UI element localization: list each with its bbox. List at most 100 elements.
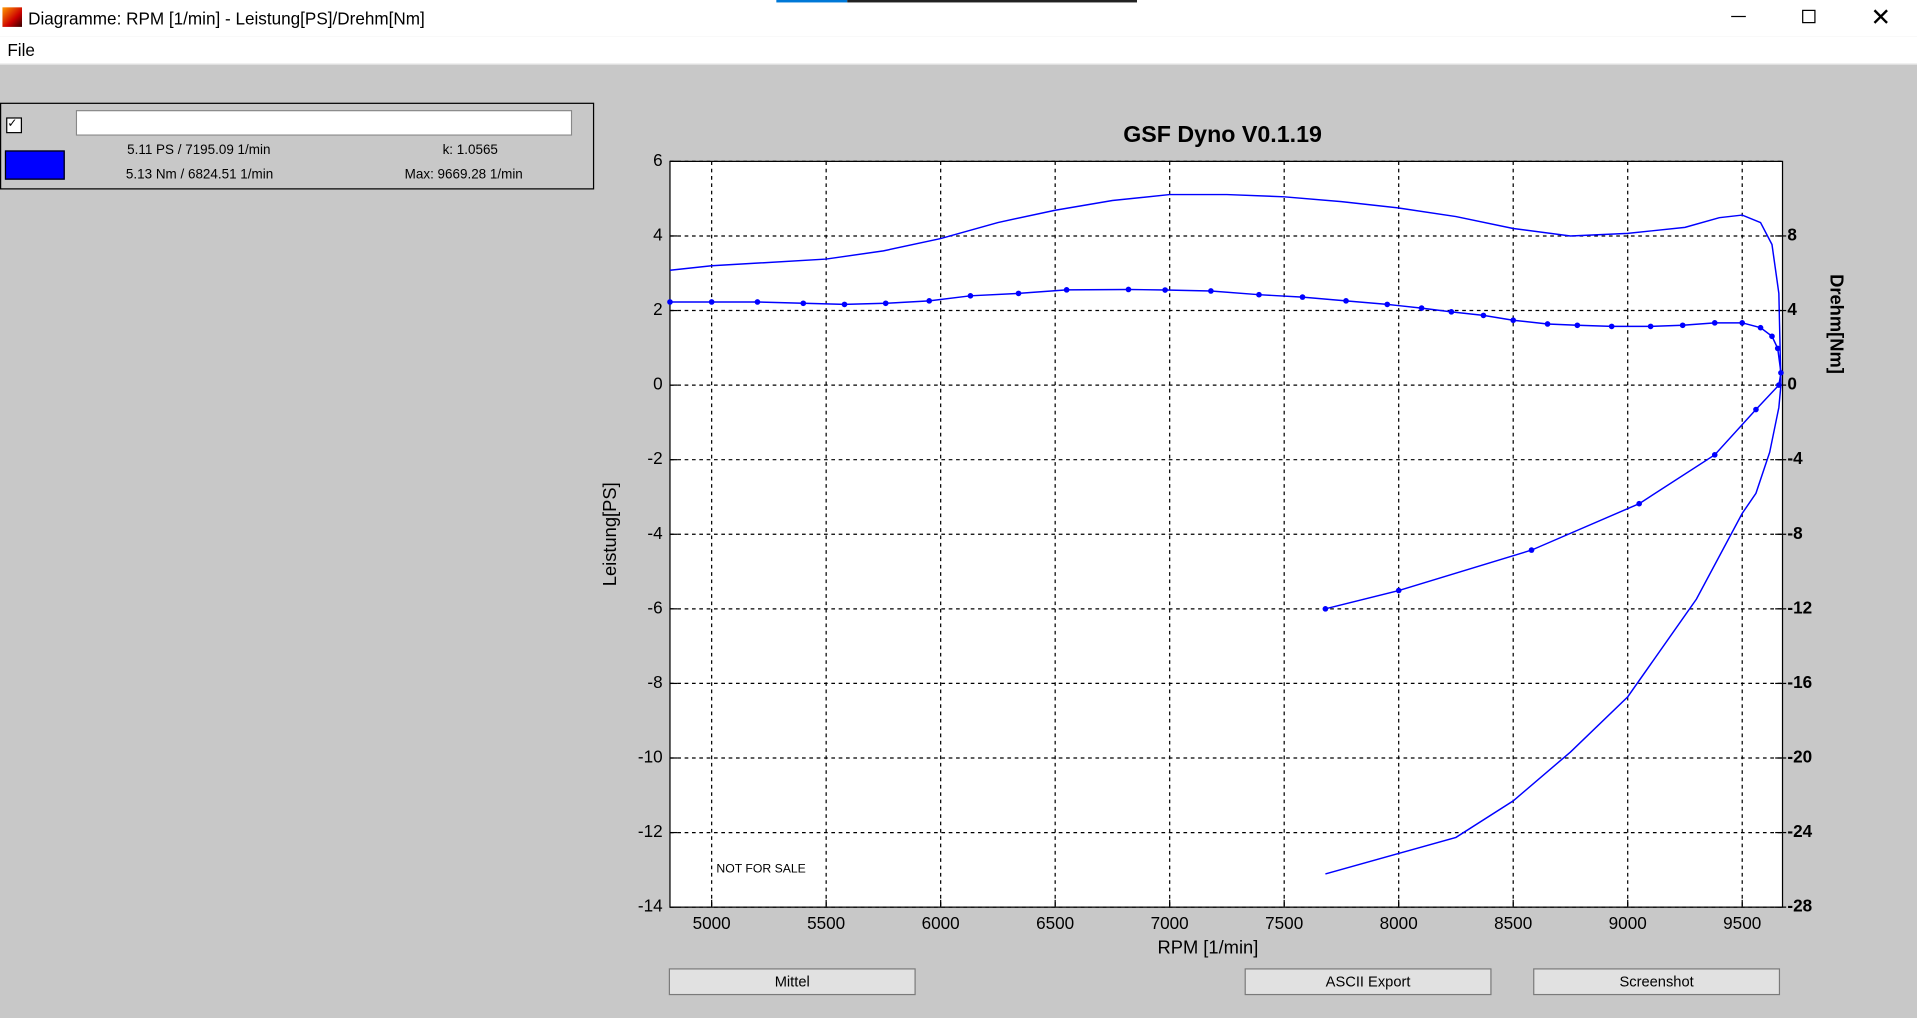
y2-axis-label: Drehm[Nm] [1826, 274, 1847, 374]
data-point [1774, 345, 1781, 352]
progress-rest [847, 0, 1137, 3]
x-tick-label: 9000 [1609, 914, 1647, 933]
data-point [841, 301, 848, 308]
button[interactable]: Screenshot [1533, 968, 1781, 996]
data-point [926, 298, 933, 304]
data-point [1679, 322, 1686, 329]
data-point [1343, 298, 1349, 304]
button[interactable]: ASCII Export [1244, 968, 1492, 996]
data-point [882, 300, 889, 307]
data-point [1384, 301, 1391, 308]
x-tick-label: 5000 [693, 914, 731, 933]
y-tick-label: 6 [653, 151, 663, 170]
max-rpm: Max: 9669.28 1/min [404, 167, 523, 183]
data-point [1015, 290, 1022, 297]
data-point [708, 299, 715, 305]
data-point [1769, 333, 1775, 340]
torque-peak: 5.13 Nm / 6824.51 1/min [125, 167, 274, 183]
y-tick-label: 4 [653, 225, 663, 244]
restore-button[interactable] [1802, 9, 1816, 24]
data-point [1739, 320, 1746, 326]
data-point [1510, 317, 1517, 324]
progress [776, 0, 848, 3]
data-point [1636, 500, 1642, 507]
legend-panel: ✓ 5.11 PS / 7195.09 1/min k: 1.0565 5.13… [0, 102, 595, 190]
x-tick-label: 9500 [1723, 914, 1761, 933]
y2-tick-label: -8 [1787, 524, 1802, 543]
text-input[interactable] [75, 110, 573, 136]
series-line [669, 193, 1782, 875]
data-point [667, 299, 673, 305]
x-tick-label: 8500 [1494, 914, 1532, 933]
annotation: NOT FOR SALE [716, 861, 805, 875]
y-tick-label: -2 [647, 449, 662, 468]
y-tick-label: -14 [638, 897, 663, 916]
button[interactable]: Mittel [668, 968, 916, 996]
data-point [1753, 406, 1759, 413]
y-tick-label: -4 [647, 524, 663, 543]
data-point [1125, 286, 1132, 293]
data-point [754, 299, 761, 305]
y2-tick-label: -4 [1787, 449, 1803, 468]
y-tick-label: 2 [653, 300, 663, 319]
k-factor: k: 1.0565 [442, 143, 498, 158]
data-point [1256, 291, 1262, 298]
data-point [1448, 309, 1455, 315]
color-swatch[interactable] [4, 150, 65, 180]
data-point [1063, 287, 1070, 293]
x-tick-label: 7000 [1151, 914, 1189, 933]
x-tick-label: 5500 [807, 914, 845, 933]
data-point [1480, 312, 1487, 319]
title-bar: Diagramme: RPM [1/min] - Leistung[PS]/Dr… [0, 0, 1917, 37]
x-axis-label: RPM [1/min] [1157, 937, 1258, 958]
data-point [1395, 587, 1402, 594]
data-point [1647, 323, 1654, 330]
data-point [967, 292, 974, 299]
close-button[interactable]: ✕ [1870, 4, 1892, 32]
x-tick-label: 6500 [1036, 914, 1074, 933]
menu-bar: File [0, 36, 1917, 65]
checkbox[interactable]: ✓ [6, 117, 23, 134]
data-point [1757, 324, 1764, 331]
y2-tick-label: -28 [1787, 897, 1812, 916]
x-tick-label: 8000 [1380, 914, 1418, 933]
y-tick-label: -12 [638, 822, 663, 841]
data-point [1776, 382, 1782, 388]
data-point [1574, 322, 1581, 329]
y2-tick-label: -24 [1787, 822, 1812, 841]
chart-title: GSF Dyno V0.1.19 [1123, 121, 1322, 147]
data-point [1208, 288, 1214, 294]
y-axis-label: Leistung[PS] [599, 482, 620, 586]
y2-tick-label: -20 [1787, 748, 1812, 767]
y2-tick-label: 8 [1787, 225, 1797, 244]
y2-tick-label: 4 [1787, 300, 1797, 319]
data-point [1322, 606, 1329, 612]
data-point [1162, 287, 1168, 293]
data-point [1418, 305, 1425, 311]
y-tick-label: -10 [638, 748, 663, 767]
app-icon [2, 7, 23, 27]
window-title: Diagramme: RPM [1/min] - Leistung[PS]/Dr… [28, 8, 425, 29]
data-point [1528, 547, 1535, 553]
data-point [1778, 369, 1784, 376]
data-point [1608, 323, 1615, 330]
y-tick-label: 0 [653, 375, 663, 394]
data-point [1299, 294, 1306, 300]
y2-tick-label: -12 [1787, 598, 1812, 617]
data-point [1711, 452, 1718, 458]
menu-item[interactable]: File [7, 40, 35, 60]
data-point [1544, 321, 1551, 327]
y2-tick-label: -16 [1787, 673, 1812, 692]
y2-tick-label: 0 [1787, 375, 1797, 394]
y-tick-label: -8 [647, 673, 662, 692]
minimize-button[interactable] [1731, 15, 1746, 18]
x-tick-label: 7500 [1265, 914, 1303, 933]
data-point [1711, 320, 1718, 326]
x-tick-label: 6000 [922, 914, 960, 933]
data-point [800, 300, 807, 307]
power-peak: 5.11 PS / 7195.09 1/min [127, 143, 271, 158]
chart: GSF Dyno V0.1.19 RPM [1/min] Leistung[PS… [599, 121, 1847, 958]
y-tick-label: -6 [647, 598, 662, 617]
